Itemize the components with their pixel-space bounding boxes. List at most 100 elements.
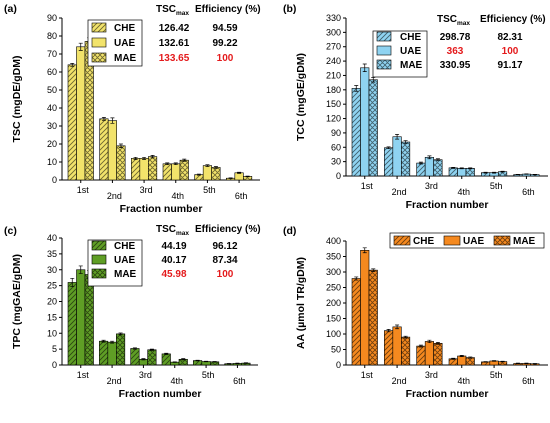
bar: [384, 330, 394, 366]
bar: [179, 159, 189, 181]
y-tick-label: 5: [52, 344, 57, 354]
y-tick-label: 30: [47, 265, 57, 275]
error-bar: [362, 63, 367, 72]
bar: [130, 348, 140, 366]
chart-panel-1: 0 10 20 30 40 50 60 70 80 90 1st 2nd 3rd 4th 5th 6th Fra…: [4, 3, 261, 215]
error-bar: [141, 358, 146, 361]
error-bar: [150, 154, 155, 159]
x-tick-label: 5th: [490, 181, 503, 191]
error-bar: [492, 360, 497, 362]
y-tick-label: 0: [52, 175, 57, 185]
table-header-max: TSCmax: [437, 14, 470, 27]
error-bar: [418, 344, 423, 348]
x-axis-title: Fraction number: [120, 203, 203, 215]
legend-label: CHE: [413, 236, 434, 247]
error-bar: [459, 355, 464, 357]
error-bar: [226, 363, 231, 365]
error-bar: [235, 362, 240, 365]
legend-swatch: [91, 254, 107, 265]
table-efficiency-value: 96.12: [212, 241, 237, 252]
x-axis-title: Fraction number: [406, 388, 489, 400]
error-bar: [101, 339, 106, 343]
bar: [234, 172, 244, 181]
error-bar: [243, 362, 248, 364]
bar: [424, 341, 434, 366]
bar: [465, 168, 475, 177]
error-bar: [110, 117, 115, 124]
error-bar: [386, 329, 391, 333]
legend-label: MAE: [114, 269, 137, 280]
legend-label: CHE: [114, 241, 135, 252]
error-bar: [195, 359, 200, 362]
error-bar: [354, 276, 359, 281]
error-bar: [483, 361, 488, 363]
panel-label: (a): [4, 3, 17, 15]
table-efficiency-value: 100: [217, 269, 234, 280]
y-tick-label: 300: [326, 267, 341, 277]
bar: [171, 163, 181, 181]
y-tick-label: 25: [47, 281, 57, 291]
x-tick-label: 1st: [77, 185, 90, 195]
table-efficiency-value: 91.17: [497, 60, 522, 71]
bar: [401, 336, 411, 366]
bar: [368, 269, 378, 366]
error-bar: [204, 360, 209, 363]
error-bar: [371, 268, 376, 272]
table-efficiency-value: 87.34: [212, 255, 237, 266]
error-bar: [403, 335, 408, 339]
y-tick-label: 0: [52, 360, 57, 370]
x-tick-label: 3rd: [140, 185, 153, 195]
bar: [360, 67, 370, 177]
legend-swatch: [443, 235, 461, 246]
error-bar: [213, 166, 218, 169]
y-tick-label: 0: [336, 171, 341, 181]
bar: [84, 274, 94, 366]
error-bar: [468, 167, 473, 170]
x-tick-label: 3rd: [425, 181, 438, 191]
table-efficiency-value: 99.22: [212, 38, 237, 49]
bar: [368, 79, 378, 177]
y-tick-label: 70: [47, 49, 57, 59]
panel-label: (d): [283, 225, 296, 237]
error-bar: [515, 362, 520, 365]
bar: [161, 353, 171, 366]
bar: [416, 345, 426, 366]
y-axis-title: AA (µmol TR/gDM): [295, 257, 307, 349]
bar: [448, 167, 458, 177]
error-bar: [245, 175, 250, 178]
table-max-value: 40.17: [161, 255, 186, 266]
y-tick-label: 20: [47, 297, 57, 307]
table-max-value: 44.19: [161, 241, 186, 252]
error-bar: [142, 156, 147, 160]
x-tick-label: 6th: [233, 376, 246, 386]
bar: [392, 136, 402, 177]
bar: [424, 157, 434, 177]
y-tick-label: 350: [326, 252, 341, 262]
y-tick-label: 60: [47, 67, 57, 77]
y-tick-label: 30: [47, 121, 57, 131]
x-tick-label: 6th: [522, 376, 535, 386]
error-bar: [459, 167, 464, 170]
error-bar: [532, 363, 537, 365]
error-bar: [492, 171, 497, 174]
legend-label: MAE: [400, 60, 423, 71]
legend-label: MAE: [513, 236, 536, 247]
y-tick-label: 40: [47, 233, 57, 243]
legend-label: CHE: [114, 23, 135, 34]
bar: [67, 282, 77, 366]
legend-swatch: [376, 59, 392, 70]
error-bar: [451, 167, 456, 169]
table-max-value: 330.95: [440, 60, 471, 71]
error-bar: [354, 85, 359, 92]
y-tick-label: 120: [326, 114, 341, 124]
table-header-efficiency: Efficiency (%): [480, 14, 546, 25]
table-header-max: TSCmax: [156, 224, 189, 237]
x-tick-label: 6th: [235, 191, 248, 201]
y-tick-label: 80: [47, 31, 57, 41]
error-bar: [524, 362, 529, 365]
y-tick-label: 270: [326, 42, 341, 52]
y-tick-label: 180: [326, 85, 341, 95]
error-bar: [362, 247, 367, 254]
table-max-value: 126.42: [159, 23, 190, 34]
x-tick-label: 6th: [522, 187, 535, 197]
